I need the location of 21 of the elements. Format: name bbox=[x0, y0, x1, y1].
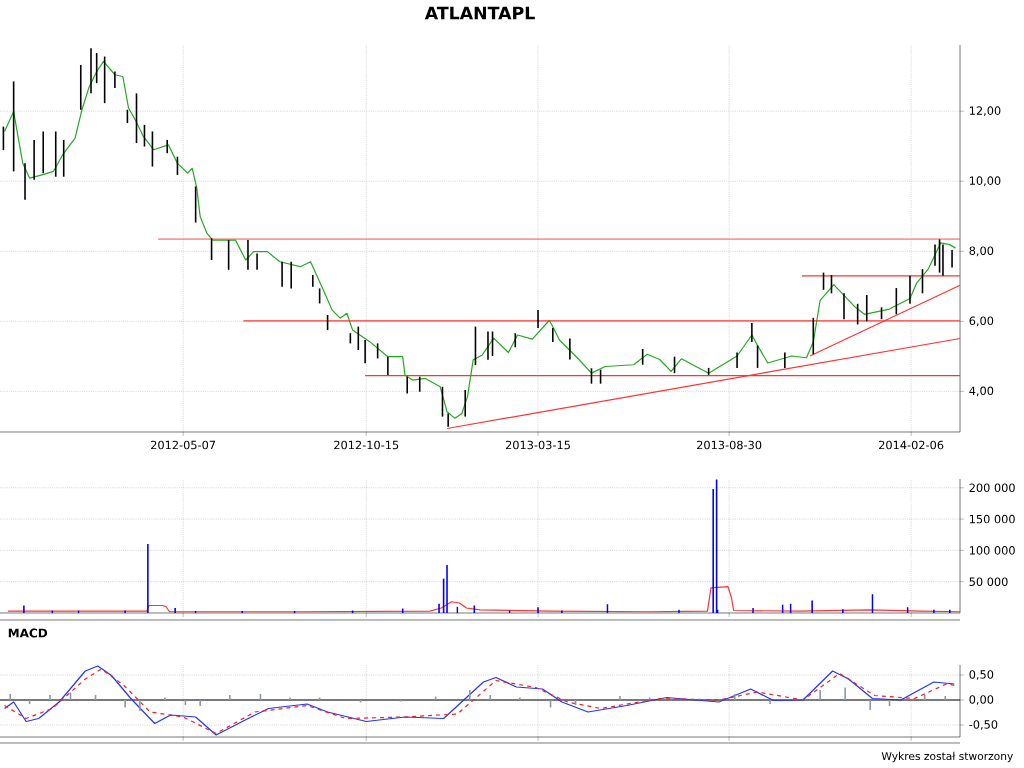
x-tick-label: 2013-03-15 bbox=[505, 440, 570, 450]
y-tick-label: -0,50 bbox=[969, 720, 998, 730]
x-tick-label: 2013-08-30 bbox=[697, 440, 762, 450]
chart-title: ATLANTAPL bbox=[424, 6, 535, 20]
y-tick-label: 4,00 bbox=[969, 386, 994, 397]
y-tick-label: 50 000 bbox=[969, 577, 1008, 586]
chart-title: MACD bbox=[8, 628, 48, 638]
y-tick-label: 100 000 bbox=[969, 546, 1015, 555]
line-series bbox=[3, 60, 957, 419]
y-tick-label: 12,00 bbox=[969, 106, 1001, 117]
x-tick-label: 2012-05-07 bbox=[151, 440, 216, 450]
y-tick-label: 0,00 bbox=[969, 695, 994, 705]
text: Wykres został stworzony bbox=[881, 751, 1013, 763]
x-tick-label: 2012-10-15 bbox=[334, 440, 399, 450]
y-tick-label: 0,50 bbox=[969, 670, 994, 680]
y-tick-label: 10,00 bbox=[969, 176, 1001, 187]
y-tick-label: 8,00 bbox=[969, 246, 994, 257]
y-tick-label: 150 000 bbox=[969, 514, 1015, 524]
y-tick-label: 6,00 bbox=[969, 316, 994, 327]
y-tick-label: 200 000 bbox=[969, 483, 1015, 493]
x-tick-label: 2014-02-06 bbox=[879, 440, 944, 450]
